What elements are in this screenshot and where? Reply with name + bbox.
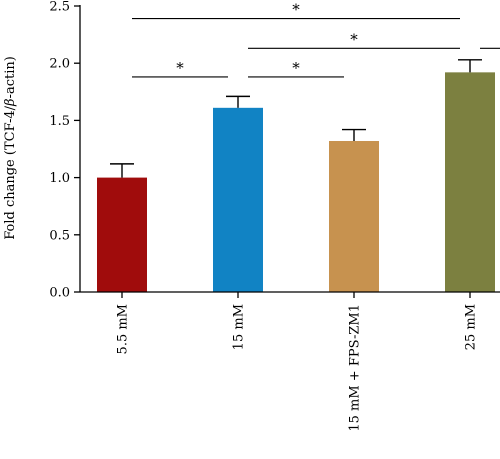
y-axis-label-suffix: -actin) [3, 56, 18, 98]
x-tick-label-3: 15 mM + FPS-ZM1 [348, 304, 363, 432]
x-tick-label-2: 15 mM [232, 304, 247, 350]
x-tick-label-1: 5.5 mM [116, 304, 131, 354]
x-tick-label-4: 25 mM [464, 304, 479, 350]
y-tick-label-2: 1.0 [49, 171, 70, 186]
bar-4 [445, 72, 495, 293]
y-tick-label-3: 1.5 [49, 114, 70, 129]
y-axis-label: Fold change (TCF-4/β-actin) [3, 56, 18, 240]
y-axis-label-prefix: Fold change (TCF-4/ [3, 105, 18, 239]
bar-1 [97, 177, 147, 292]
y-axis-label-italic: β [3, 98, 18, 107]
y-tick-label-4: 2.0 [49, 57, 70, 72]
y-tick-label-5: 2.5 [49, 0, 70, 15]
y-tick-label-0: 0.0 [49, 286, 70, 301]
significance-marker-4: * [350, 30, 358, 48]
plot-area: 0.0 0.5 1.0 1.5 2.0 2.5 5.5 mM 15 mM 15 mM + FPS… [49, 0, 500, 432]
significance-marker-2: * [292, 59, 300, 77]
significance-marker-1: * [176, 59, 184, 77]
bar-2 [213, 107, 263, 292]
significance-marker-3: * [292, 1, 300, 19]
y-tick-label-1: 0.5 [49, 228, 70, 243]
bar-3 [329, 140, 379, 292]
